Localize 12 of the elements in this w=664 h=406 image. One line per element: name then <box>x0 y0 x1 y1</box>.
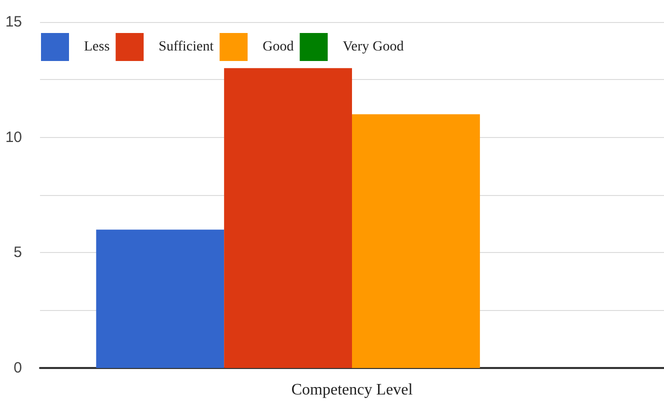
y-tick-label: 5 <box>14 244 22 262</box>
bar <box>96 230 224 368</box>
bar <box>352 114 480 368</box>
y-tick-label: 0 <box>14 360 22 376</box>
y-tick-label: 15 <box>5 14 22 30</box>
legend-label: Less <box>84 40 110 54</box>
legend-label: Very Good <box>342 40 404 54</box>
bar <box>224 68 352 368</box>
y-tick-label: 10 <box>5 128 22 146</box>
x-tick-label: Competency Level <box>291 382 414 398</box>
legend-label: Good <box>262 40 294 54</box>
legend-label: Sufficient <box>158 40 214 54</box>
